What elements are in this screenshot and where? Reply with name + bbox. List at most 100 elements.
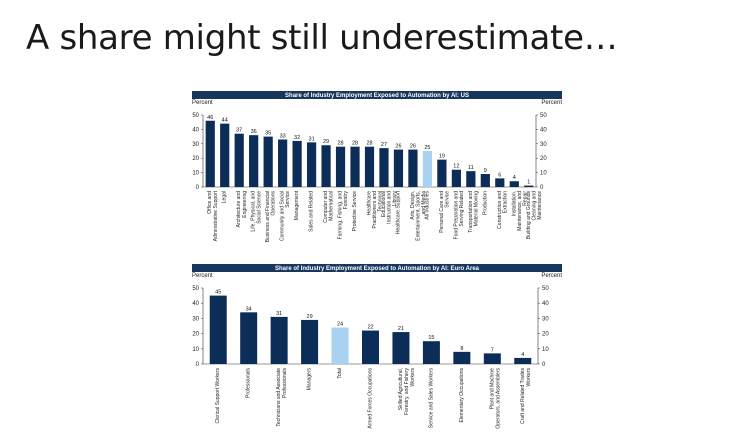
bar — [263, 136, 273, 187]
bar — [278, 139, 288, 187]
bar — [514, 357, 532, 364]
data-label: 31 — [309, 136, 315, 142]
data-label: 9 — [484, 168, 487, 174]
data-label: 28 — [352, 141, 358, 147]
data-label: 29 — [323, 139, 329, 145]
category-label: Farming, Fishing, andForestry — [338, 191, 350, 240]
category-label: Personal Care andService — [439, 191, 451, 233]
y-axis-label-left: Percent — [192, 100, 213, 106]
category-label: Community and SocialService — [280, 191, 292, 241]
y-tick-label-right: 30 — [540, 142, 547, 148]
category-label: Production — [482, 191, 488, 215]
category-label: Elementary Occupations — [459, 368, 465, 423]
bar — [495, 178, 505, 187]
bar — [408, 149, 418, 187]
category-label: Legal — [222, 191, 228, 203]
chart-title: Share of Industry Employment Exposed to … — [285, 93, 469, 99]
bar — [301, 319, 319, 364]
category-label: Technicians and AssociateProfessionals — [276, 368, 288, 427]
y-tick-label-left: 50 — [192, 286, 199, 292]
data-label: 24 — [337, 322, 343, 328]
chart-title: Share of Industry Employment Exposed to … — [275, 266, 480, 272]
data-label: 8 — [460, 346, 463, 352]
bar — [509, 181, 519, 187]
y-tick-label-right: 0 — [542, 362, 546, 368]
bar — [321, 145, 331, 187]
data-label: 25 — [424, 145, 430, 151]
y-tick-label-right: 20 — [542, 332, 549, 338]
category-label: Computer andMathematical — [323, 191, 335, 223]
y-axis-label-right: Percent — [541, 273, 562, 279]
data-label: 33 — [280, 133, 286, 139]
data-label: 15 — [428, 335, 434, 341]
data-label: 27 — [381, 142, 387, 148]
y-tick-label-left: 40 — [192, 301, 199, 307]
data-label: 44 — [222, 118, 228, 124]
y-tick-label-left: 20 — [192, 156, 199, 162]
y-tick-label-right: 0 — [540, 185, 544, 191]
data-label: 31 — [276, 311, 282, 317]
category-label: Managers — [307, 368, 313, 391]
category-label: Service and Sales Workers — [428, 368, 434, 429]
chart-us: Share of Industry Employment Exposed to … — [192, 91, 562, 242]
category-label: Arts, Design,Entertainment, Sports,and M… — [410, 191, 427, 241]
y-tick-label-right: 50 — [540, 113, 547, 119]
bar — [437, 159, 447, 187]
y-tick-label-right: 20 — [540, 156, 547, 162]
category-label: Transportation andMaterial Moving — [468, 191, 480, 233]
category-label: Clerical Support Workers — [215, 368, 221, 424]
data-label: 19 — [439, 154, 445, 160]
category-label: Armed Forces Occupations — [368, 368, 374, 429]
category-label: Skilled Agricultural,Forestry, and Fishe… — [398, 368, 416, 415]
bar — [364, 146, 375, 187]
category-label: Installation,Maintenance, andRepair — [511, 191, 528, 231]
y-tick-label-left: 10 — [192, 347, 199, 353]
category-label: Office andAdministrative Support — [207, 190, 219, 241]
category-label: Total — [337, 368, 343, 379]
data-label: 26 — [410, 144, 416, 150]
bar — [453, 351, 471, 364]
bar — [234, 133, 244, 187]
data-label: 11 — [468, 165, 474, 171]
data-label: 4 — [513, 175, 516, 181]
bar — [422, 341, 440, 364]
y-tick-label-right: 50 — [542, 286, 549, 292]
data-label: 37 — [236, 128, 242, 134]
y-tick-label-right: 40 — [542, 301, 549, 307]
y-tick-label-left: 10 — [192, 171, 199, 177]
y-tick-label-left: 0 — [196, 185, 200, 191]
category-label: Business and FinancialOperations — [265, 191, 277, 243]
bar — [205, 120, 215, 187]
bar — [524, 185, 534, 187]
bar — [379, 148, 389, 187]
y-tick-label-left: 50 — [192, 113, 199, 119]
bar — [306, 142, 317, 187]
bar — [249, 135, 259, 187]
category-label: Sales and Related — [309, 191, 315, 232]
category-label: Management — [294, 190, 300, 220]
category-label: Building and GroundsCleaning andMaintena… — [526, 191, 543, 240]
bar — [362, 330, 379, 364]
y-tick-label-left: 40 — [192, 127, 199, 133]
y-tick-label-left: 30 — [192, 316, 199, 322]
data-label: 36 — [251, 129, 257, 135]
category-label: HealthcarePractitioners andTechnical — [367, 191, 384, 229]
bar — [451, 169, 461, 187]
data-label: 46 — [207, 115, 213, 121]
category-label: Architecture andEngineering — [236, 191, 248, 228]
category-label: Plant and MachineOperators, and Assemble… — [489, 368, 501, 429]
category-label: EducationalInstruction andLibrary — [381, 191, 398, 224]
category-label: Craft and Related TradesWorkers — [520, 368, 532, 424]
bar — [220, 123, 230, 187]
bar — [331, 327, 349, 364]
bar — [480, 174, 490, 187]
bar — [209, 295, 227, 364]
y-tick-label-right: 30 — [542, 316, 549, 322]
y-axis-label-right: Percent — [541, 100, 562, 106]
slide-title: A share might still underestimate… — [26, 18, 618, 58]
bar — [392, 332, 410, 364]
bar — [335, 146, 346, 187]
data-label: 4 — [521, 352, 524, 358]
y-tick-label-right: 40 — [540, 127, 547, 133]
